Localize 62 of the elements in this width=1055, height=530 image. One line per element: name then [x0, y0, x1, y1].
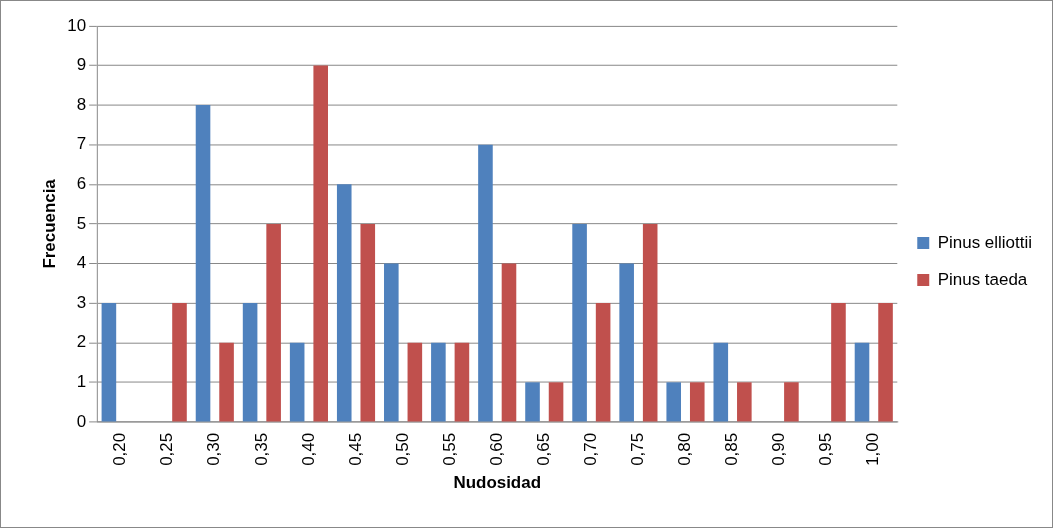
y-tick-label: 6	[76, 173, 87, 193]
x-tick-label: 0,30	[204, 432, 224, 466]
bar	[784, 382, 799, 422]
y-tick-label: 3	[76, 292, 87, 312]
x-tick-label: 0,80	[675, 432, 695, 466]
y-axis-title: Frecuencia	[39, 178, 59, 269]
y-tick-label: 0	[76, 411, 87, 431]
bar	[101, 303, 117, 422]
bar	[572, 223, 587, 422]
y-tick-label: 8	[76, 94, 87, 114]
bar	[619, 263, 634, 422]
x-tick-label: 0,45	[345, 432, 365, 466]
x-tick-label: 0,85	[722, 432, 742, 466]
x-tick-label: 0,35	[251, 432, 271, 466]
x-tick-label: 0,95	[816, 432, 836, 466]
bar	[831, 303, 846, 422]
bar	[360, 223, 376, 422]
bar	[878, 303, 893, 422]
legend-label: Pinus taeda	[937, 269, 1028, 289]
bar	[478, 144, 493, 422]
bar	[172, 303, 187, 422]
bar	[242, 303, 258, 422]
bar	[266, 223, 281, 422]
bar	[195, 105, 211, 422]
bar	[666, 382, 682, 422]
y-tick-label: 2	[76, 332, 87, 352]
bar	[289, 342, 305, 422]
x-tick-label: 0,75	[628, 432, 648, 466]
bar	[525, 382, 540, 422]
x-tick-label: 0,70	[581, 432, 601, 466]
x-tick-label: 0,20	[110, 432, 130, 466]
bar	[219, 342, 234, 422]
x-tick-label: 0,90	[769, 432, 789, 466]
y-tick-label: 10	[67, 15, 87, 35]
x-axis-title: Nudosidad	[453, 472, 542, 492]
bar	[689, 382, 705, 422]
y-tick-label: 4	[76, 253, 87, 273]
bar	[595, 303, 611, 422]
y-tick-label: 9	[76, 55, 87, 75]
x-tick-label: 0,65	[533, 432, 553, 466]
bar	[642, 223, 658, 422]
x-tick-label: 0,50	[392, 432, 412, 466]
x-tick-label: 0,60	[486, 432, 506, 466]
bar	[854, 342, 870, 422]
x-tick-label: 1,00	[863, 432, 883, 466]
bar	[384, 263, 399, 422]
y-tick-label: 1	[76, 372, 87, 391]
x-tick-label: 0,55	[439, 432, 459, 466]
y-tick-label: 7	[76, 134, 87, 154]
bar	[313, 65, 328, 422]
legend-label: Pinus elliottii	[937, 232, 1032, 252]
bar	[407, 342, 423, 422]
bar	[454, 342, 470, 422]
bar	[737, 382, 752, 422]
bar	[501, 263, 517, 422]
bar	[548, 382, 564, 422]
y-tick-label: 5	[76, 213, 87, 233]
bar	[336, 184, 352, 422]
bar	[713, 342, 729, 422]
bar	[431, 342, 446, 422]
x-tick-label: 0,40	[298, 432, 318, 466]
x-tick-label: 0,25	[157, 432, 177, 466]
